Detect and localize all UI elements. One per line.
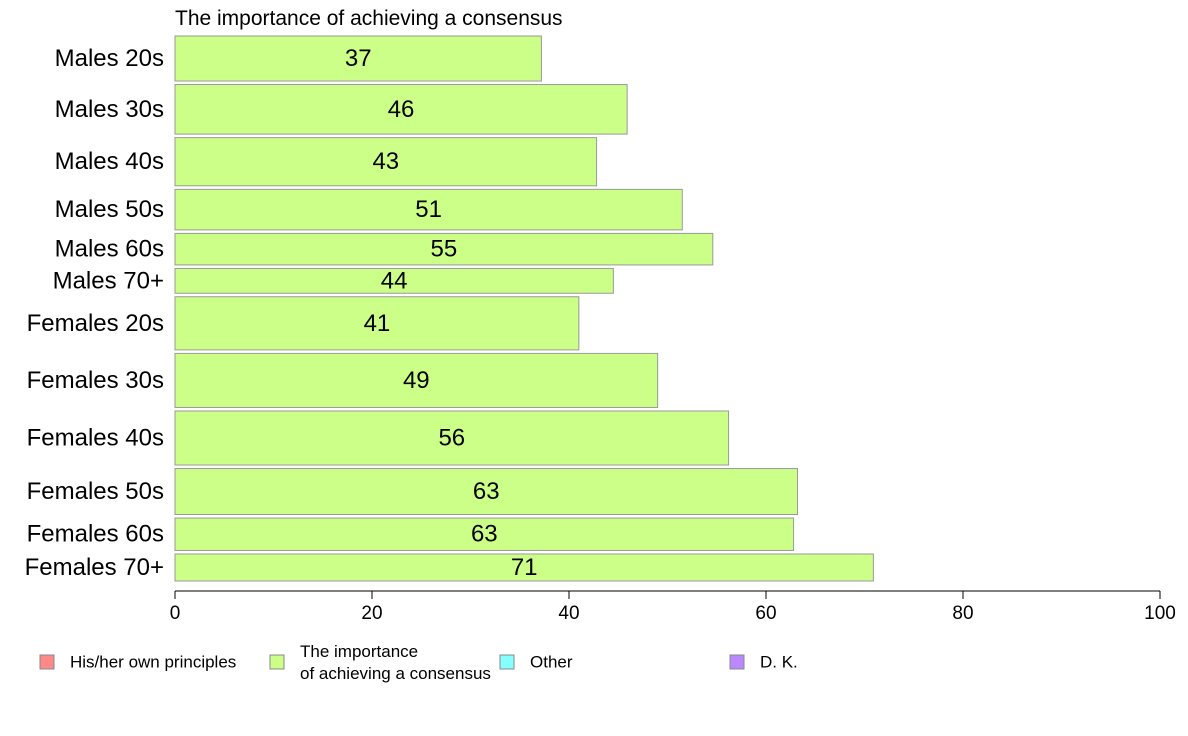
bars-group: 37 Males 20s 46 Males 30s 43 Males 40s 51 Males… <box>25 35 874 582</box>
legend-label: The importance of achieving a consensus <box>300 642 491 683</box>
bar <box>174 35 542 82</box>
bar <box>174 188 683 231</box>
chart-title: The importance of achieving a consensus <box>175 7 563 30</box>
x-tick-label: 60 <box>755 603 776 624</box>
legend-label: D. K. <box>760 653 798 672</box>
category-label: Males 20s <box>55 45 164 72</box>
bar <box>174 84 628 135</box>
legend-swatch <box>39 654 55 670</box>
legend-label: Other <box>530 653 573 672</box>
category-label: Females 30s <box>27 367 164 394</box>
legend-swatch <box>499 654 515 670</box>
bar-value-label: 71 <box>511 554 538 581</box>
legend-swatch <box>729 654 745 670</box>
category-label: Females 60s <box>27 521 164 548</box>
bar-value-label: 46 <box>388 96 415 123</box>
category-label: Males 70+ <box>53 267 164 294</box>
category-label: Males 40s <box>55 148 164 175</box>
bar-value-label: 63 <box>473 478 500 505</box>
bar <box>174 296 580 351</box>
category-label: Males 60s <box>55 236 164 263</box>
x-tick-label: 0 <box>170 603 181 624</box>
bar <box>174 410 730 466</box>
category-label: Females 50s <box>27 478 164 505</box>
bar <box>174 137 598 187</box>
category-label: Females 40s <box>27 425 164 452</box>
bar-value-label: 41 <box>364 310 391 337</box>
bar <box>174 352 659 408</box>
bar-value-label: 49 <box>403 367 430 394</box>
legend-label: His/her own principles <box>70 653 236 672</box>
category-label: Males 50s <box>55 196 164 223</box>
bar <box>174 468 799 516</box>
category-label: Females 20s <box>27 310 164 337</box>
x-tick-label: 40 <box>558 603 579 624</box>
x-tick-label: 100 <box>1144 603 1176 624</box>
category-label: Males 30s <box>55 96 164 123</box>
bar-value-label: 56 <box>438 425 465 452</box>
bar <box>174 553 874 582</box>
x-axis: 0 20 40 60 80 100 <box>170 590 1176 624</box>
legend-swatch <box>269 654 285 670</box>
x-tick-label: 80 <box>952 603 973 624</box>
bar-value-label: 37 <box>345 45 372 72</box>
bar-value-label: 55 <box>431 236 458 263</box>
bar <box>174 232 714 266</box>
x-tick-label: 20 <box>361 603 382 624</box>
bar <box>174 517 795 551</box>
bar-value-label: 51 <box>415 196 442 223</box>
legend: His/her own principles The importance of a… <box>39 642 798 683</box>
bar <box>174 267 614 294</box>
bar-value-label: 63 <box>471 521 498 548</box>
category-label: Females 70+ <box>25 554 164 581</box>
bar-value-label: 43 <box>372 148 399 175</box>
bar-value-label: 44 <box>381 267 408 294</box>
